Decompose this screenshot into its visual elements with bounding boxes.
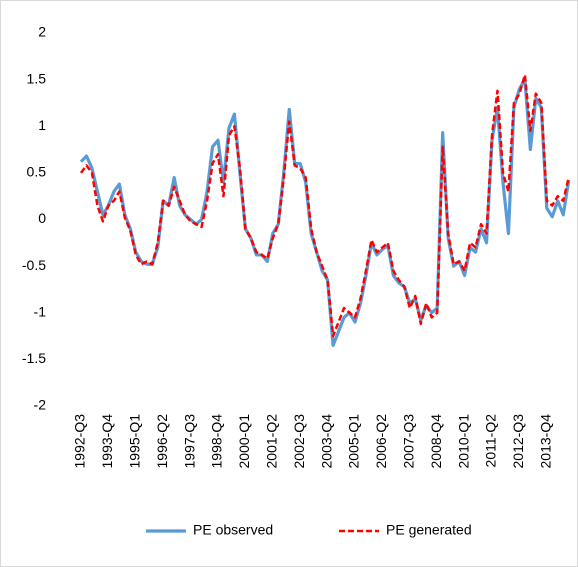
x-tick-label: 1997-Q3 <box>181 414 197 469</box>
y-tick-label: 0.5 <box>27 164 47 180</box>
x-tick-label: 1998-Q4 <box>209 414 225 469</box>
x-tick-label: 2005-Q1 <box>346 414 362 469</box>
x-tick-label: 1993-Q4 <box>99 414 115 469</box>
x-tick-label: 2000-Q1 <box>236 414 252 469</box>
legend-label: PE generated <box>386 522 472 538</box>
series-line <box>79 73 570 338</box>
x-tick-label: 2008-Q4 <box>428 414 444 469</box>
y-tick-label: -1 <box>34 303 47 319</box>
x-tick-label: 2007-Q3 <box>401 414 417 469</box>
y-tick-label: -1.5 <box>22 350 46 366</box>
x-tick-label: 2012-Q3 <box>510 414 526 469</box>
y-tick-label: 1.5 <box>27 70 47 86</box>
y-tick-label: 0 <box>38 210 46 226</box>
x-tick-label: 2003-Q4 <box>318 414 334 469</box>
x-tick-label: 1992-Q3 <box>72 414 88 469</box>
x-tick-label: 2013-Q4 <box>538 414 554 469</box>
x-tick-label: 2006-Q2 <box>373 414 389 469</box>
x-tick-label: 2001-Q2 <box>264 414 280 469</box>
y-tick-label: 2 <box>38 24 46 40</box>
y-tick-label: -2 <box>34 397 47 413</box>
legend-label: PE observed <box>193 522 273 538</box>
x-tick-label: 2002-Q3 <box>291 414 307 469</box>
x-tick-label: 1995-Q1 <box>127 414 143 469</box>
x-tick-label: 2011-Q2 <box>483 414 499 468</box>
x-tick-label: 2010-Q1 <box>455 414 471 469</box>
x-tick-label: 1996-Q2 <box>154 414 170 469</box>
y-tick-label: 1 <box>38 117 46 133</box>
y-tick-label: -0.5 <box>22 257 46 273</box>
